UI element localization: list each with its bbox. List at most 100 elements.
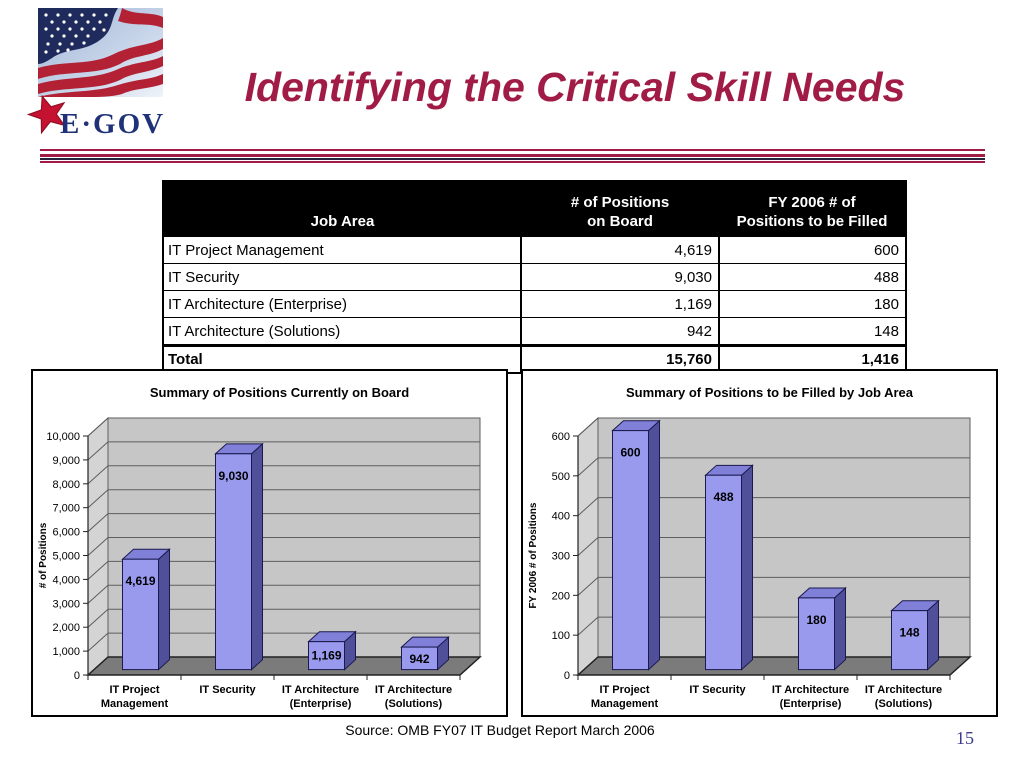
category-label: (Enterprise) [780, 698, 842, 710]
category-label: (Solutions) [385, 698, 443, 710]
chart-title: Summary of Positions Currently on Board [150, 385, 409, 400]
value-cell: 600 [718, 236, 907, 264]
separator-band [40, 154, 985, 163]
y-tick-label: 7,000 [52, 503, 80, 515]
value-cell: 4,619 [520, 236, 720, 264]
bar-side-face [834, 586, 846, 671]
side-gridline [87, 632, 109, 652]
y-axis-title: # of Positions [38, 522, 49, 588]
value-cell: 488 [718, 263, 907, 291]
category-label: IT Architecture [375, 684, 452, 696]
table-row: IT Architecture (Solutions) 942 148 [162, 317, 907, 346]
bar-front-face [308, 641, 345, 671]
side-gridline [87, 513, 109, 532]
bar-data-label: 148 [899, 626, 919, 640]
bar: 9,030 [214, 442, 264, 671]
bar-side-face [158, 548, 170, 671]
bar: 942 [400, 636, 450, 671]
y-tick-label: 8,000 [52, 479, 80, 491]
bar-data-label: 9,030 [218, 469, 248, 483]
column-header: # of Positions on Board [521, 181, 719, 237]
y-tick-label: 1,000 [52, 646, 80, 658]
job-area-cell: IT Architecture (Solutions) [162, 317, 522, 346]
egov-logo-text: E·GOV [60, 108, 166, 140]
bar-front-face [215, 453, 252, 671]
job-area-cell: IT Project Management [162, 236, 522, 264]
side-gridline [87, 489, 109, 509]
bar-side-face [648, 419, 660, 671]
side-gridline [577, 417, 599, 437]
side-gridline [577, 537, 599, 556]
title-separator [40, 149, 985, 163]
side-gridline [87, 561, 109, 580]
bar-data-label: 180 [806, 613, 826, 627]
side-gridline [87, 537, 109, 556]
y-tick-label: 0 [564, 670, 570, 682]
job-area-cell: Total [162, 344, 522, 374]
table-row: IT Security 9,030 488 [162, 263, 907, 291]
bar-chart-3d: Summary of Positions to be Filled by Job… [528, 385, 972, 710]
category-label: (Solutions) [875, 698, 933, 710]
y-tick-label: 9,000 [52, 455, 80, 467]
category-label: IT Security [199, 684, 256, 696]
us-flag-graphic [38, 8, 163, 97]
bar: 488 [704, 464, 754, 671]
table-total-row: Total 15,760 1,416 [162, 344, 907, 374]
y-tick-label: 100 [552, 630, 570, 642]
y-tick-label: 2,000 [52, 622, 80, 634]
side-gridline [87, 441, 109, 461]
bar: 180 [797, 586, 847, 671]
table-row: IT Project Management 4,619 600 [162, 236, 907, 264]
side-gridline [577, 497, 599, 517]
value-cell: 15,760 [520, 344, 720, 374]
page-number: 15 [956, 728, 974, 748]
category-label: Management [101, 698, 169, 710]
category-label: IT Architecture [772, 684, 849, 696]
category-label: Management [591, 698, 659, 710]
bar-front-face [798, 597, 835, 671]
bar-front-face [401, 646, 438, 671]
value-cell: 1,169 [520, 290, 720, 318]
bar: 148 [890, 599, 940, 671]
bar-data-label: 1,169 [311, 648, 341, 662]
category-label: IT Project [599, 684, 649, 696]
bar-chart-3d: Summary of Positions Currently on Board 0… [38, 385, 482, 710]
slide-title: Identifying the Critical Skill Needs [244, 64, 906, 110]
source-note: Source: OMB FY07 IT Budget Report March … [345, 722, 655, 738]
y-axis-title: FY 2006 # of Positions [528, 502, 539, 608]
positions-table-header: Job Area # of Positions on Board FY 2006 # … [163, 181, 906, 237]
chart-floor [86, 656, 482, 676]
y-tick-label: 600 [552, 431, 570, 443]
category-label: IT Architecture [282, 684, 359, 696]
y-tick-label: 6,000 [52, 527, 80, 539]
us-flag-image [38, 8, 163, 97]
bar-data-label: 4,619 [125, 574, 155, 588]
chart-positions-to-be-filled: Summary of Positions to be Filled by Job… [521, 369, 998, 717]
chart-floor [576, 656, 972, 676]
value-cell: 148 [718, 317, 907, 346]
positions-table: Job Area # of Positions on Board FY 2006 # … [162, 180, 907, 374]
bar-front-face [122, 558, 159, 671]
y-tick-label: 10,000 [46, 431, 80, 443]
bar-front-face [705, 474, 742, 671]
job-area-cell: IT Architecture (Enterprise) [162, 290, 522, 318]
job-area-cell: IT Security [162, 263, 522, 291]
bar: 4,619 [121, 548, 171, 671]
bar-side-face [251, 442, 263, 671]
bar-front-face [891, 610, 928, 671]
value-cell: 180 [718, 290, 907, 318]
side-gridline [577, 616, 599, 636]
side-gridline [87, 465, 109, 485]
separator-thin-line [40, 149, 985, 151]
y-tick-label: 3,000 [52, 598, 80, 610]
y-tick-label: 300 [552, 551, 570, 563]
bar: 600 [611, 419, 661, 671]
category-label: IT Project [109, 684, 159, 696]
side-gridline [87, 417, 109, 437]
category-label: IT Architecture [865, 684, 942, 696]
chart-positions-on-board: Summary of Positions Currently on Board 0… [31, 369, 508, 717]
egov-star-icon [26, 92, 70, 136]
category-label: IT Security [689, 684, 746, 696]
bar: 1,169 [307, 630, 357, 671]
table-row: IT Architecture (Enterprise) 1,169 180 [162, 290, 907, 318]
